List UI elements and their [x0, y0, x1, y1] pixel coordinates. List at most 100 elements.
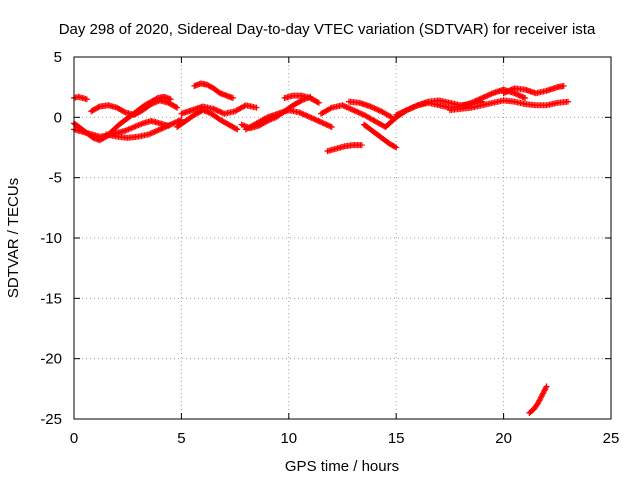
chart-title: Day 298 of 2020, Sidereal Day-to-day VTE… [59, 21, 596, 38]
data-point [505, 87, 512, 94]
y-tick-label: -5 [49, 170, 62, 187]
data-point [166, 122, 173, 129]
series-arc-m [318, 102, 389, 130]
series-arc-a [71, 93, 90, 103]
data-point [150, 129, 157, 136]
data-point [174, 104, 181, 111]
data-point [218, 109, 225, 116]
y-tick-label: -15 [40, 290, 62, 307]
data-point [350, 107, 357, 114]
data-point [311, 116, 318, 123]
y-tick-label: 5 [54, 49, 62, 66]
data-point [393, 144, 400, 151]
data-point [146, 131, 153, 138]
data-point [348, 106, 355, 113]
data-point [411, 103, 418, 110]
series-arc-e [103, 116, 185, 141]
data-point [543, 383, 550, 390]
data-point [565, 98, 572, 105]
data-point [518, 93, 525, 100]
series-arc-j [242, 107, 335, 133]
data-point [346, 105, 353, 112]
data-point [307, 114, 314, 121]
data-point [374, 106, 381, 113]
x-axis-label: GPS time / hours [285, 458, 399, 475]
data-point [413, 102, 420, 109]
series-arc-l [324, 142, 365, 155]
data-point [154, 127, 161, 134]
data-point [162, 123, 169, 130]
x-tick-label: 5 [177, 430, 185, 447]
data-point [170, 120, 177, 127]
data-point [488, 90, 495, 97]
data-point [121, 108, 128, 115]
data-point [395, 110, 402, 117]
data-point [253, 104, 260, 111]
data-point [303, 112, 310, 119]
y-tick-label: 0 [54, 109, 62, 126]
data-point [476, 96, 483, 103]
data-point [83, 96, 90, 103]
data-point [402, 107, 409, 114]
series-arc-s [500, 82, 567, 97]
data-point [344, 104, 351, 111]
data-point [229, 95, 236, 102]
data-point [309, 115, 316, 122]
data-point [342, 103, 349, 110]
data-point [174, 118, 181, 125]
data-point [299, 110, 306, 117]
data-point [501, 89, 508, 96]
data-point [315, 117, 322, 124]
data-point [327, 105, 334, 112]
grid-lines [74, 57, 611, 419]
data-point [158, 125, 165, 132]
x-tick-label: 25 [603, 430, 620, 447]
data-point [318, 119, 325, 126]
data-point [507, 87, 514, 94]
data-point [399, 108, 406, 115]
series-arc-r [446, 97, 572, 114]
data-point [305, 113, 312, 120]
data-point [358, 142, 365, 149]
y-tick-label: -20 [40, 351, 62, 368]
data-point [347, 105, 354, 112]
y-axis-label: SDTVAR / TECUs [5, 178, 22, 298]
data-point [147, 130, 154, 137]
data-point [560, 82, 567, 89]
data-point [508, 86, 515, 93]
data-point [356, 110, 363, 117]
data-points [71, 80, 572, 416]
series-arc-h [178, 102, 260, 117]
data-point [169, 120, 176, 127]
data-point [95, 104, 102, 111]
x-tick-label: 20 [495, 430, 512, 447]
data-point [155, 127, 162, 134]
series-arc-n [345, 98, 395, 121]
data-point [323, 121, 330, 128]
data-point [324, 122, 331, 129]
data-point [148, 130, 155, 137]
data-point [211, 106, 218, 113]
data-point [210, 105, 217, 112]
series-arc-o [360, 121, 400, 151]
series-arc-d [88, 97, 181, 118]
data-point [156, 126, 163, 133]
series-arc-t [526, 383, 550, 416]
data-point [343, 104, 350, 111]
data-point [403, 107, 410, 114]
data-point [519, 93, 526, 100]
data-point [315, 99, 322, 106]
data-point [160, 124, 167, 131]
data-point [159, 125, 166, 132]
data-point [175, 117, 182, 124]
data-point [308, 114, 315, 121]
data-point [358, 110, 365, 117]
data-point [520, 94, 527, 101]
data-point [297, 110, 304, 117]
data-point [233, 125, 240, 132]
data-point [479, 95, 486, 102]
data-point [407, 105, 414, 112]
data-point [163, 123, 170, 130]
data-point [173, 119, 180, 126]
